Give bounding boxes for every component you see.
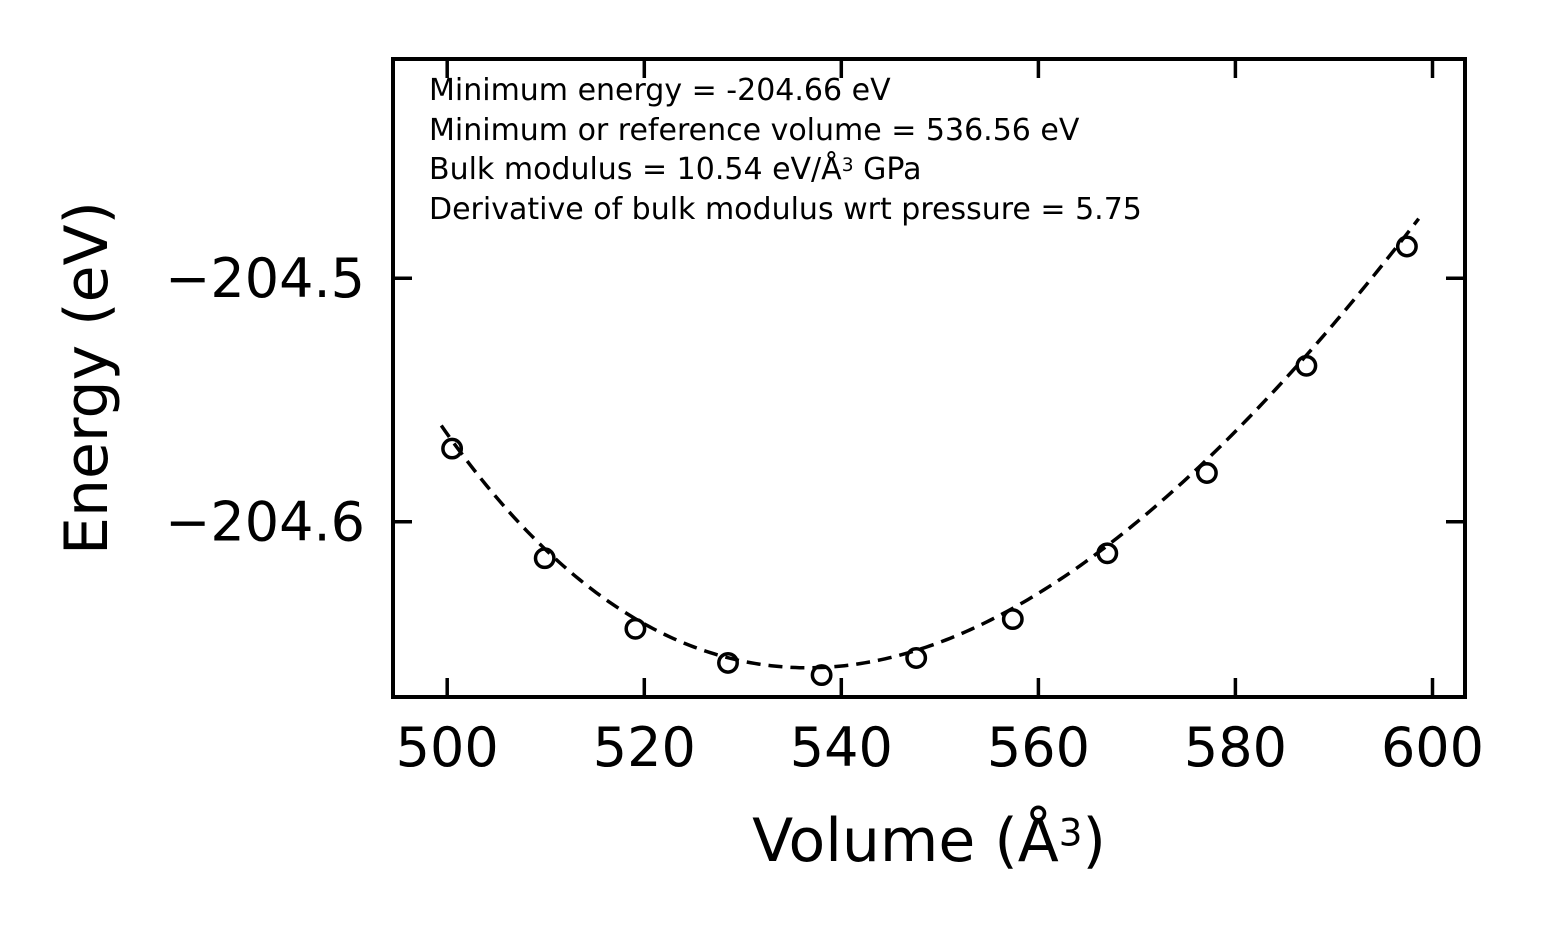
annotation-bulk-modulus: Bulk modulus = 10.54 eV/Å3 GPa [429, 150, 1142, 190]
x-tick-label: 500 [396, 716, 499, 779]
annotation-min-energy: Minimum energy = -204.66 eV [429, 73, 891, 108]
annotation-bulk-modulus-prefix: Bulk modulus = 10.54 eV/Å [429, 152, 842, 187]
data-point-marker [810, 664, 833, 687]
annotation-bulk-modulus-suffix: GPa [853, 152, 922, 187]
data-point-marker [1295, 354, 1318, 377]
eos-fit-curve [439, 217, 1421, 670]
x-axis-label-suffix: ) [1082, 806, 1106, 876]
x-axis-label-prefix: Volume (Å [752, 806, 1059, 876]
x-tick-label: 600 [1381, 716, 1484, 779]
data-point-marker [441, 437, 464, 460]
annotation-bulk-modulus-superscript: 3 [841, 155, 854, 177]
data-point-marker [624, 617, 647, 640]
x-tick-label: 540 [790, 716, 893, 779]
x-tick-label: 560 [987, 716, 1090, 779]
y-tick-label: −204.6 [165, 491, 365, 554]
x-tick-label: 520 [593, 716, 696, 779]
y-axis-label: Energy (eV) [52, 201, 122, 555]
data-point-marker [1096, 542, 1119, 565]
y-tick-label: −204.5 [165, 247, 365, 310]
data-point-marker [533, 547, 556, 570]
x-tick-label: 580 [1184, 716, 1287, 779]
annotation-reference-volume: Minimum or reference volume = 536.56 eV [429, 112, 1080, 148]
data-point-marker [1001, 608, 1024, 631]
data-point-marker [1395, 235, 1418, 258]
annotation-bulk-modulus-derivative: Derivative of bulk modulus wrt pressure … [429, 191, 1142, 227]
data-point-marker [717, 651, 739, 674]
x-axis-label: Volume (Å3) [752, 806, 1106, 876]
data-point-marker [1195, 462, 1218, 484]
data-point-marker [905, 647, 928, 669]
x-axis-label-superscript: 3 [1058, 810, 1083, 855]
fit-annotation-block: Minimum energy = -204.66 eV Minimum or r… [429, 71, 1142, 229]
plot-border [391, 57, 1467, 699]
